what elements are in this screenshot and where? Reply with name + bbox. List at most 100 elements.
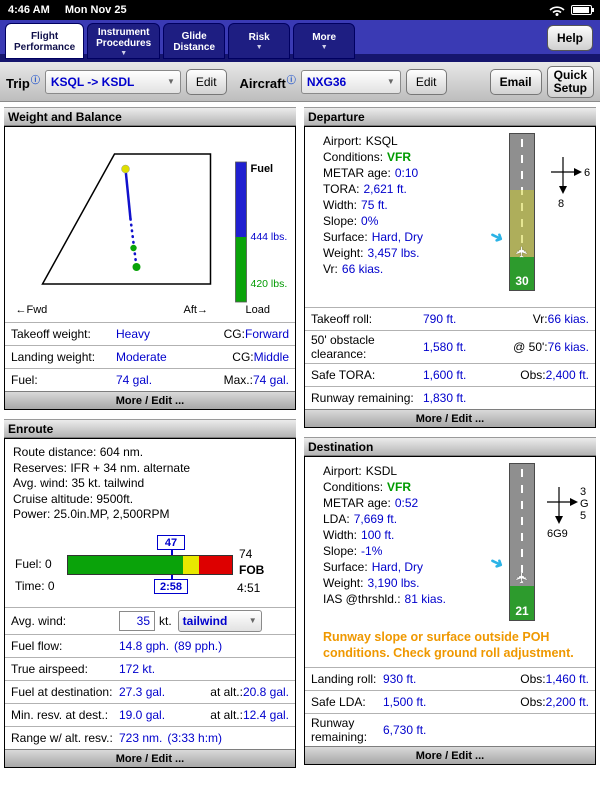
- row-true-airspeed: True airspeed: 172 kt.: [5, 656, 295, 680]
- airplane-icon: ✈: [514, 571, 531, 585]
- gauge-fob-label: FOB: [239, 562, 265, 577]
- tab-glide-distance[interactable]: Glide Distance: [163, 23, 226, 59]
- power-line: Power: 25.0in.MP, 2,500RPM: [13, 507, 170, 521]
- crosswind-value: 6: [584, 167, 590, 179]
- section-header-weight-balance: Weight and Balance: [4, 107, 296, 126]
- takeoff-roll-band: [510, 190, 534, 258]
- gauge-total-time: 4:51: [237, 580, 261, 595]
- aft-label: Aft→: [184, 304, 208, 316]
- row-range: Range w/ alt. resv.: 723 nm. (3:33 h:m): [5, 725, 295, 749]
- airplane-icon: ✈: [514, 245, 531, 259]
- chevron-down-icon: ▼: [120, 49, 128, 57]
- gauge-yellow-segment: [182, 555, 200, 574]
- tab-instrument-procedures[interactable]: Instrument Procedures ▼: [87, 23, 161, 59]
- enroute-cg-point: [130, 244, 137, 252]
- gauge-green-segment: [68, 555, 183, 574]
- destination-info: Airport: KSDL Conditions: VFR METAR age: 0:…: [323, 464, 446, 606]
- departure-info: Airport: KSQL Conditions: VFR METAR age: 0:…: [323, 134, 424, 276]
- edit-aircraft-button[interactable]: Edit: [405, 68, 447, 95]
- row-runway-remaining-departure: Runway remaining: 1,830 ft.: [305, 386, 595, 409]
- tab-label: Flight: [30, 30, 59, 42]
- tab-label: More: [312, 32, 337, 43]
- cruise-altitude-line: Cruise altitude: 9500ft.: [13, 491, 134, 506]
- row-runway-remaining-destination: Runway remaining: 6,730 ft.: [305, 713, 595, 746]
- gauge-marker-time: 2:58: [154, 578, 188, 594]
- headwind-value: 6G9: [547, 528, 568, 540]
- row-fuel-at-destination: Fuel at destination: 27.3 gal. at alt.: …: [5, 679, 295, 703]
- chevron-down-icon: ▼: [386, 77, 395, 86]
- crosswind-gust-value: 5: [580, 510, 586, 522]
- chevron-down-icon: ▼: [248, 616, 257, 625]
- section-header-departure: Departure: [304, 107, 596, 126]
- fuel-weight-label: 444 lbs.: [251, 231, 288, 243]
- tab-bar: Flight Performance Instrument Procedures…: [0, 20, 600, 62]
- section-header-enroute: Enroute: [4, 419, 296, 438]
- runway-threshold: 30: [510, 257, 534, 290]
- tab-label: Risk: [248, 32, 270, 43]
- load-weight-label: 420 lbs.: [251, 278, 288, 290]
- row-landing-roll: Landing roll: 930 ft. Obs: 1,460 ft.: [305, 667, 595, 690]
- gauge-bar: [67, 554, 233, 575]
- date: Mon Nov 25: [64, 4, 127, 16]
- tab-risk[interactable]: Risk ▼: [228, 23, 291, 59]
- email-button[interactable]: Email: [489, 68, 542, 95]
- more-edit-button-enroute[interactable]: More / Edit ...: [5, 748, 295, 767]
- toolbar: Tripⓘ KSQL -> KSDL ▼ Edit Aircraftⓘ NXG3…: [0, 62, 600, 102]
- row-takeoff-roll: Takeoff roll: 790 ft. Vr: 66 kias.: [305, 307, 595, 330]
- chevron-down-icon: ▼: [166, 77, 175, 86]
- load-axis-label: Load: [246, 304, 270, 316]
- left-column: Weight and Balance Fuel 444 lbs. 420 lbs…: [4, 107, 296, 768]
- fwd-label: ←Fwd: [16, 304, 48, 316]
- row-fuel: Fuel: 74 gal. Max.: 74 gal.: [5, 368, 295, 391]
- more-edit-button-departure[interactable]: More / Edit ...: [305, 409, 595, 427]
- edit-trip-button[interactable]: Edit: [185, 68, 227, 95]
- battery-icon: [571, 5, 594, 15]
- status-right: [549, 4, 594, 16]
- info-icon[interactable]: ⓘ: [30, 74, 40, 85]
- poh-warning-text: Runway slope or surface outside POH cond…: [323, 630, 574, 660]
- landing-cg-point: [132, 263, 141, 271]
- tab-label: Distance: [173, 41, 216, 53]
- crosswind-value: 3: [580, 486, 586, 498]
- reserves-line: Reserves: IFR + 34 nm. alternate: [13, 460, 191, 475]
- weight-balance-box: Fuel 444 lbs. 420 lbs. ←Fwd Aft→ Load Ta…: [4, 126, 296, 410]
- destination-box: Airport: KSDL Conditions: VFR METAR age: 0:…: [304, 456, 596, 765]
- wind-direction-dropdown[interactable]: tailwind ▼: [177, 609, 262, 632]
- info-icon[interactable]: ⓘ: [286, 74, 296, 85]
- avg-wind-line: Avg. wind: 35 kt. tailwind: [13, 476, 145, 490]
- gauge-max-fuel: 74: [239, 546, 253, 561]
- crosswind-gust-label: G: [580, 498, 589, 510]
- fuel-gauge-fuel: [235, 162, 247, 237]
- quick-setup-button[interactable]: Quick Setup: [546, 65, 594, 98]
- runway-strip: 30: [509, 133, 535, 291]
- gauge-fuel-zero: Fuel: 0: [15, 556, 52, 571]
- aircraft-label: Aircraftⓘ: [239, 74, 296, 91]
- tab-flight-performance[interactable]: Flight Performance: [5, 23, 85, 59]
- trip-value: KSQL -> KSDL: [50, 74, 135, 89]
- aircraft-dropdown[interactable]: NXG36 ▼: [300, 69, 401, 94]
- wind-indicator: 3 G 5 6G9: [547, 486, 589, 540]
- avg-wind-input[interactable]: 35: [119, 610, 155, 631]
- tab-label: Instrument: [97, 26, 150, 38]
- runway-strip: 21: [509, 463, 535, 621]
- fuel-axis-label: Fuel: [251, 163, 274, 175]
- section-header-destination: Destination: [304, 437, 596, 456]
- tab-more[interactable]: More ▼: [293, 23, 356, 59]
- more-edit-button-destination[interactable]: More / Edit ...: [305, 746, 595, 764]
- takeoff-cg-point: [121, 164, 130, 174]
- trip-dropdown[interactable]: KSQL -> KSDL ▼: [44, 69, 181, 94]
- wifi-icon: [549, 6, 565, 16]
- row-fuel-flow: Fuel flow: 14.8 gph. (89 pph.): [5, 633, 295, 657]
- status-bar: 4:46 AM Mon Nov 25: [0, 0, 600, 20]
- status-left: 4:46 AM Mon Nov 25: [8, 4, 139, 16]
- help-button[interactable]: Help: [546, 25, 593, 51]
- headwind-value: 8: [558, 198, 564, 210]
- departure-box: Airport: KSQL Conditions: VFR METAR age: 0:…: [304, 126, 596, 428]
- row-obstacle-clearance: 50' obstacle clearance: 1,580 ft. @ 50':…: [305, 330, 595, 363]
- route-distance-line: Route distance: 604 nm.: [13, 445, 144, 459]
- row-min-reserve: Min. resv. at dest.: 19.0 gal. at alt.: …: [5, 702, 295, 726]
- tab-label: Procedures: [96, 37, 152, 49]
- more-edit-button-weight-balance[interactable]: More / Edit ...: [5, 391, 295, 409]
- row-takeoff-weight: Takeoff weight: Heavy CG: Forward: [5, 322, 295, 345]
